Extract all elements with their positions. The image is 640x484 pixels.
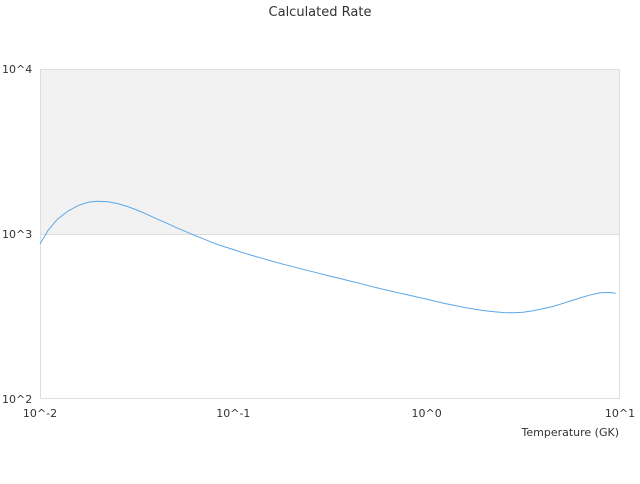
plot-frame [40, 69, 620, 399]
x-tick-label: 10^1 [605, 407, 635, 420]
x-tick-label: 10^0 [412, 407, 442, 420]
rate-series-line [39, 200, 616, 314]
chart-title: Calculated Rate [269, 5, 372, 20]
plot-bands [40, 69, 620, 234]
y-tick-label: 10^4 [2, 63, 32, 76]
series-layer [39, 200, 616, 314]
x-axis-ticks: 10^-2 10^-1 10^0 10^1 [23, 407, 635, 420]
plot-band [40, 69, 620, 234]
x-tick-label: 10^-1 [216, 407, 250, 420]
y-tick-label: 10^3 [2, 228, 32, 241]
x-axis-label: Temperature (GK) [521, 426, 620, 439]
y-axis-ticks: 10^2 10^3 10^4 [2, 63, 32, 406]
x-tick-label: 10^-2 [23, 407, 57, 420]
y-tick-label: 10^2 [2, 393, 32, 406]
